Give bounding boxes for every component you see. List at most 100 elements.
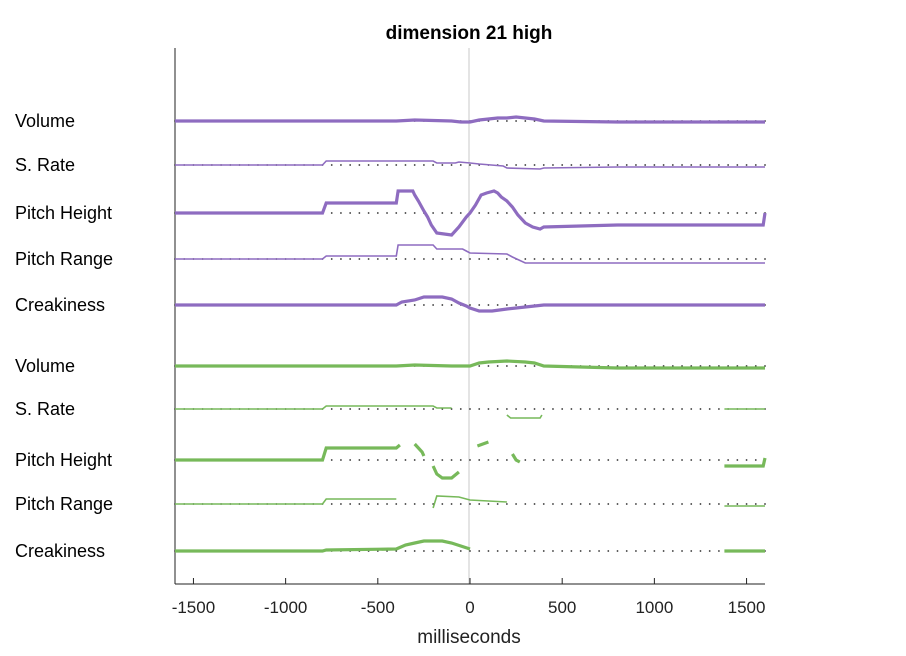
baseline-dot <box>644 212 647 214</box>
baseline-dot <box>441 164 444 166</box>
baseline-dot <box>524 120 527 122</box>
baseline-dot <box>607 459 610 461</box>
baseline-dot <box>754 503 757 505</box>
baseline-dot <box>579 408 582 410</box>
baseline-dot <box>561 164 564 166</box>
baseline-dot <box>340 408 342 410</box>
baseline-dot <box>395 212 398 214</box>
x-tick-label: -1000 <box>264 598 307 617</box>
baseline-dot <box>552 459 554 461</box>
baseline-dot <box>376 408 379 410</box>
baseline-dot <box>459 459 462 461</box>
baseline-dot <box>469 550 471 552</box>
baseline-dot <box>625 164 628 166</box>
baseline-dot <box>441 258 444 260</box>
baseline-dot <box>404 304 407 306</box>
series-line <box>175 498 397 505</box>
baseline-dot <box>552 212 554 214</box>
baseline-dot <box>662 212 665 214</box>
baseline-dot <box>404 164 407 166</box>
baseline-dot <box>432 164 435 166</box>
baseline-dot <box>395 459 398 461</box>
baseline-dot <box>496 550 499 552</box>
baseline-dot <box>330 503 333 505</box>
baseline-dot <box>404 408 407 410</box>
baseline-dot <box>358 164 361 166</box>
baseline-dot <box>515 503 517 505</box>
baseline-dot <box>579 258 582 260</box>
baseline-dot <box>662 503 665 505</box>
series-line <box>175 115 765 124</box>
baseline-dot <box>542 258 545 260</box>
series-line <box>175 295 765 313</box>
baseline-dot <box>616 459 619 461</box>
baseline-dot <box>579 550 582 552</box>
baseline-dot <box>413 258 416 260</box>
series-label: Volume <box>15 111 75 131</box>
baseline-dot <box>386 212 388 214</box>
baseline-dot <box>588 459 591 461</box>
baseline-dot <box>432 459 435 461</box>
baseline-dot <box>533 212 536 214</box>
baseline-dot <box>487 550 490 552</box>
baseline-dot <box>598 459 600 461</box>
baseline-dot <box>487 212 490 214</box>
baseline-dot <box>487 258 490 260</box>
baseline-dot <box>607 408 610 410</box>
baseline-dot <box>515 304 517 306</box>
baseline-dot <box>515 164 517 166</box>
baseline-dot <box>588 550 591 552</box>
baseline-dot <box>340 258 342 260</box>
baseline-dot <box>671 459 674 461</box>
baseline-dot <box>395 503 398 505</box>
baseline-dot <box>423 304 425 306</box>
baseline-dot <box>349 164 352 166</box>
baseline-dot <box>681 459 683 461</box>
baseline-dot <box>662 408 665 410</box>
baseline-dot <box>579 459 582 461</box>
baseline-dot <box>505 212 508 214</box>
series-row: Volume <box>15 111 766 131</box>
baseline-dot <box>386 164 388 166</box>
baseline-dot <box>552 503 554 505</box>
baseline-dot <box>505 258 508 260</box>
baseline-dot <box>607 503 610 505</box>
baseline-dot <box>524 503 527 505</box>
baseline-dot <box>330 408 333 410</box>
series-rows: Volume S. Rate Pitch Height Pitch Range Crea… <box>15 111 767 561</box>
baseline-dot <box>579 212 582 214</box>
baseline-dot <box>404 212 407 214</box>
baseline-dot <box>330 459 333 461</box>
baseline-dot <box>588 503 591 505</box>
baseline-dot <box>718 459 720 461</box>
baseline-dot <box>607 258 610 260</box>
baseline-dot <box>432 408 435 410</box>
baseline-dot <box>736 212 739 214</box>
baseline-dot <box>764 164 766 166</box>
series-row: Volume <box>15 356 766 376</box>
series-line <box>413 442 426 457</box>
baseline-dot <box>450 304 453 306</box>
baseline-dot <box>395 258 398 260</box>
baseline-dot <box>478 365 481 367</box>
baseline-dot <box>616 164 619 166</box>
baseline-dot <box>423 408 425 410</box>
baseline-dot <box>635 164 637 166</box>
baseline-dot <box>635 459 637 461</box>
series-row: Pitch Range <box>15 244 766 269</box>
baseline-dot <box>644 459 647 461</box>
series-line <box>476 440 489 448</box>
baseline-dot <box>386 258 388 260</box>
baseline-dot <box>432 212 435 214</box>
baseline-dot <box>349 408 352 410</box>
series-row: Pitch Height <box>15 440 767 480</box>
baseline-dot <box>552 164 554 166</box>
x-axis-label: milliseconds <box>417 627 520 648</box>
series-line <box>175 443 401 462</box>
baseline-dot <box>570 164 573 166</box>
baseline-dot <box>376 459 379 461</box>
baseline-dot <box>718 503 720 505</box>
baseline-dot <box>552 550 554 552</box>
baseline-dot <box>616 212 619 214</box>
